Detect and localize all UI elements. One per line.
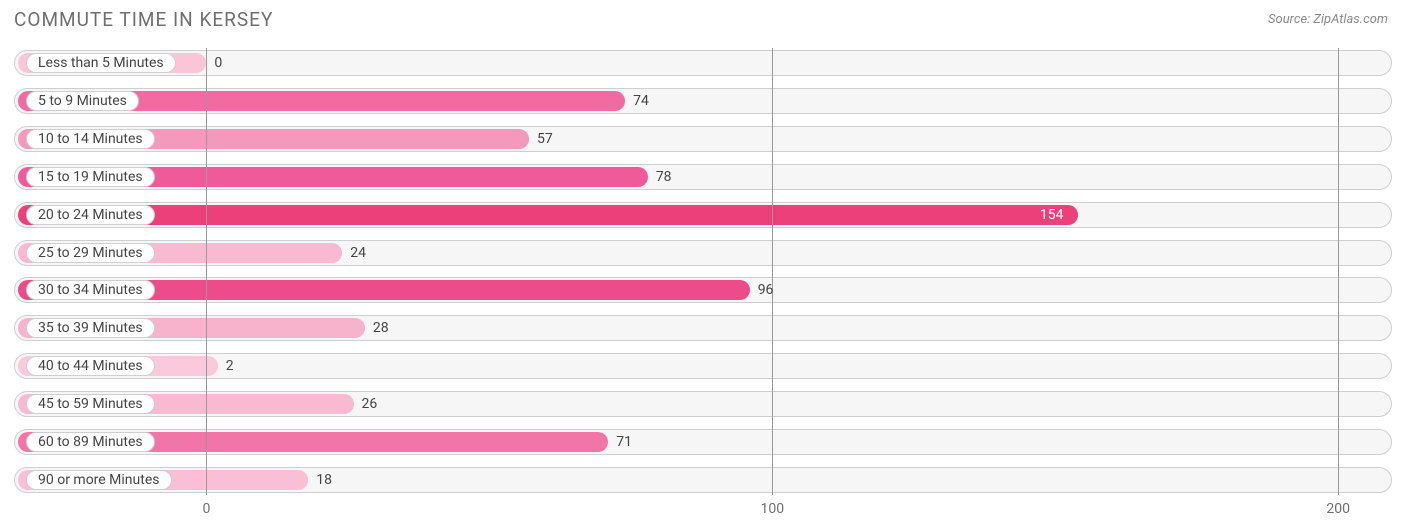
value-label: 154 (1040, 207, 1064, 223)
bar-row: 5 to 9 Minutes 74 (14, 86, 1392, 116)
chart-title: COMMUTE TIME IN KERSEY (14, 8, 273, 31)
chart-source: Source: ZipAtlas.com (1268, 12, 1388, 27)
value-label: 2 (226, 358, 234, 374)
value-label: 74 (633, 93, 649, 109)
category-label: 60 to 89 Minutes (26, 432, 155, 452)
value-label: 24 (350, 245, 366, 261)
bar-rows: Less than 5 Minutes 0 5 to 9 Minutes 74 10 t… (14, 48, 1392, 495)
value-label: 26 (362, 396, 378, 412)
category-label: 90 or more Minutes (26, 470, 172, 490)
gridline (772, 48, 773, 495)
bar-row: 40 to 44 Minutes 2 (14, 351, 1392, 381)
category-label: 25 to 29 Minutes (26, 243, 155, 263)
category-label: 45 to 59 Minutes (26, 394, 155, 414)
bar-row: Less than 5 Minutes 0 (14, 48, 1392, 78)
category-label: 35 to 39 Minutes (26, 318, 155, 338)
value-label: 96 (758, 282, 774, 298)
gridline (1338, 48, 1339, 495)
category-label: 10 to 14 Minutes (26, 129, 155, 149)
gridline (206, 48, 207, 495)
category-label: 30 to 34 Minutes (26, 280, 155, 300)
x-tick-label: 100 (761, 501, 785, 517)
x-tick-label: 0 (202, 501, 210, 517)
bar-row: 30 to 34 Minutes 96 (14, 275, 1392, 305)
value-label: 78 (656, 169, 672, 185)
category-label: 5 to 9 Minutes (26, 91, 139, 111)
value-label: 57 (537, 131, 553, 147)
bar-row: 60 to 89 Minutes 71 (14, 427, 1392, 457)
bar (18, 205, 1078, 225)
bar-row: 20 to 24 Minutes 154 (14, 200, 1392, 230)
value-label: 71 (616, 434, 632, 450)
bar-row: 45 to 59 Minutes 26 (14, 389, 1392, 419)
x-tick-label: 200 (1326, 501, 1350, 517)
bar-row: 25 to 29 Minutes 24 (14, 238, 1392, 268)
bar-track (14, 353, 1392, 379)
category-label: 40 to 44 Minutes (26, 356, 155, 376)
chart-container: COMMUTE TIME IN KERSEY Source: ZipAtlas.… (0, 0, 1406, 523)
value-label: 18 (316, 472, 332, 488)
category-label: Less than 5 Minutes (26, 53, 176, 73)
plot-area: Less than 5 Minutes 0 5 to 9 Minutes 74 10 t… (14, 48, 1392, 495)
bar-row: 10 to 14 Minutes 57 (14, 124, 1392, 154)
value-label: 0 (214, 55, 222, 71)
bar-row: 90 or more Minutes 18 (14, 465, 1392, 495)
bar-row: 35 to 39 Minutes 28 (14, 313, 1392, 343)
value-label: 28 (373, 320, 389, 336)
category-label: 15 to 19 Minutes (26, 167, 155, 187)
category-label: 20 to 24 Minutes (26, 205, 155, 225)
bar-row: 15 to 19 Minutes 78 (14, 162, 1392, 192)
